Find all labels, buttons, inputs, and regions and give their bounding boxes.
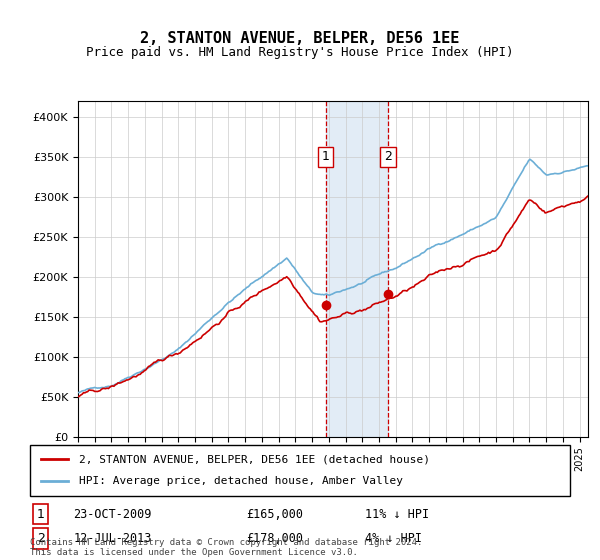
Text: HPI: Average price, detached house, Amber Valley: HPI: Average price, detached house, Ambe…: [79, 477, 403, 487]
Text: 1: 1: [37, 507, 45, 521]
Text: 2: 2: [37, 532, 45, 545]
Text: £165,000: £165,000: [246, 507, 303, 521]
Text: 12-JUL-2013: 12-JUL-2013: [73, 532, 152, 545]
Text: 11% ↓ HPI: 11% ↓ HPI: [365, 507, 429, 521]
Text: 4% ↓ HPI: 4% ↓ HPI: [365, 532, 422, 545]
FancyBboxPatch shape: [30, 445, 570, 496]
Text: 1: 1: [322, 150, 329, 164]
Text: 2, STANTON AVENUE, BELPER, DE56 1EE (detached house): 2, STANTON AVENUE, BELPER, DE56 1EE (det…: [79, 454, 430, 464]
Text: 23-OCT-2009: 23-OCT-2009: [73, 507, 152, 521]
Text: 2: 2: [384, 150, 392, 164]
Text: Contains HM Land Registry data © Crown copyright and database right 2024.
This d: Contains HM Land Registry data © Crown c…: [30, 538, 422, 557]
Text: £178,000: £178,000: [246, 532, 303, 545]
Bar: [326, 101, 388, 437]
Text: 2, STANTON AVENUE, BELPER, DE56 1EE: 2, STANTON AVENUE, BELPER, DE56 1EE: [140, 31, 460, 46]
Text: Price paid vs. HM Land Registry's House Price Index (HPI): Price paid vs. HM Land Registry's House …: [86, 46, 514, 59]
